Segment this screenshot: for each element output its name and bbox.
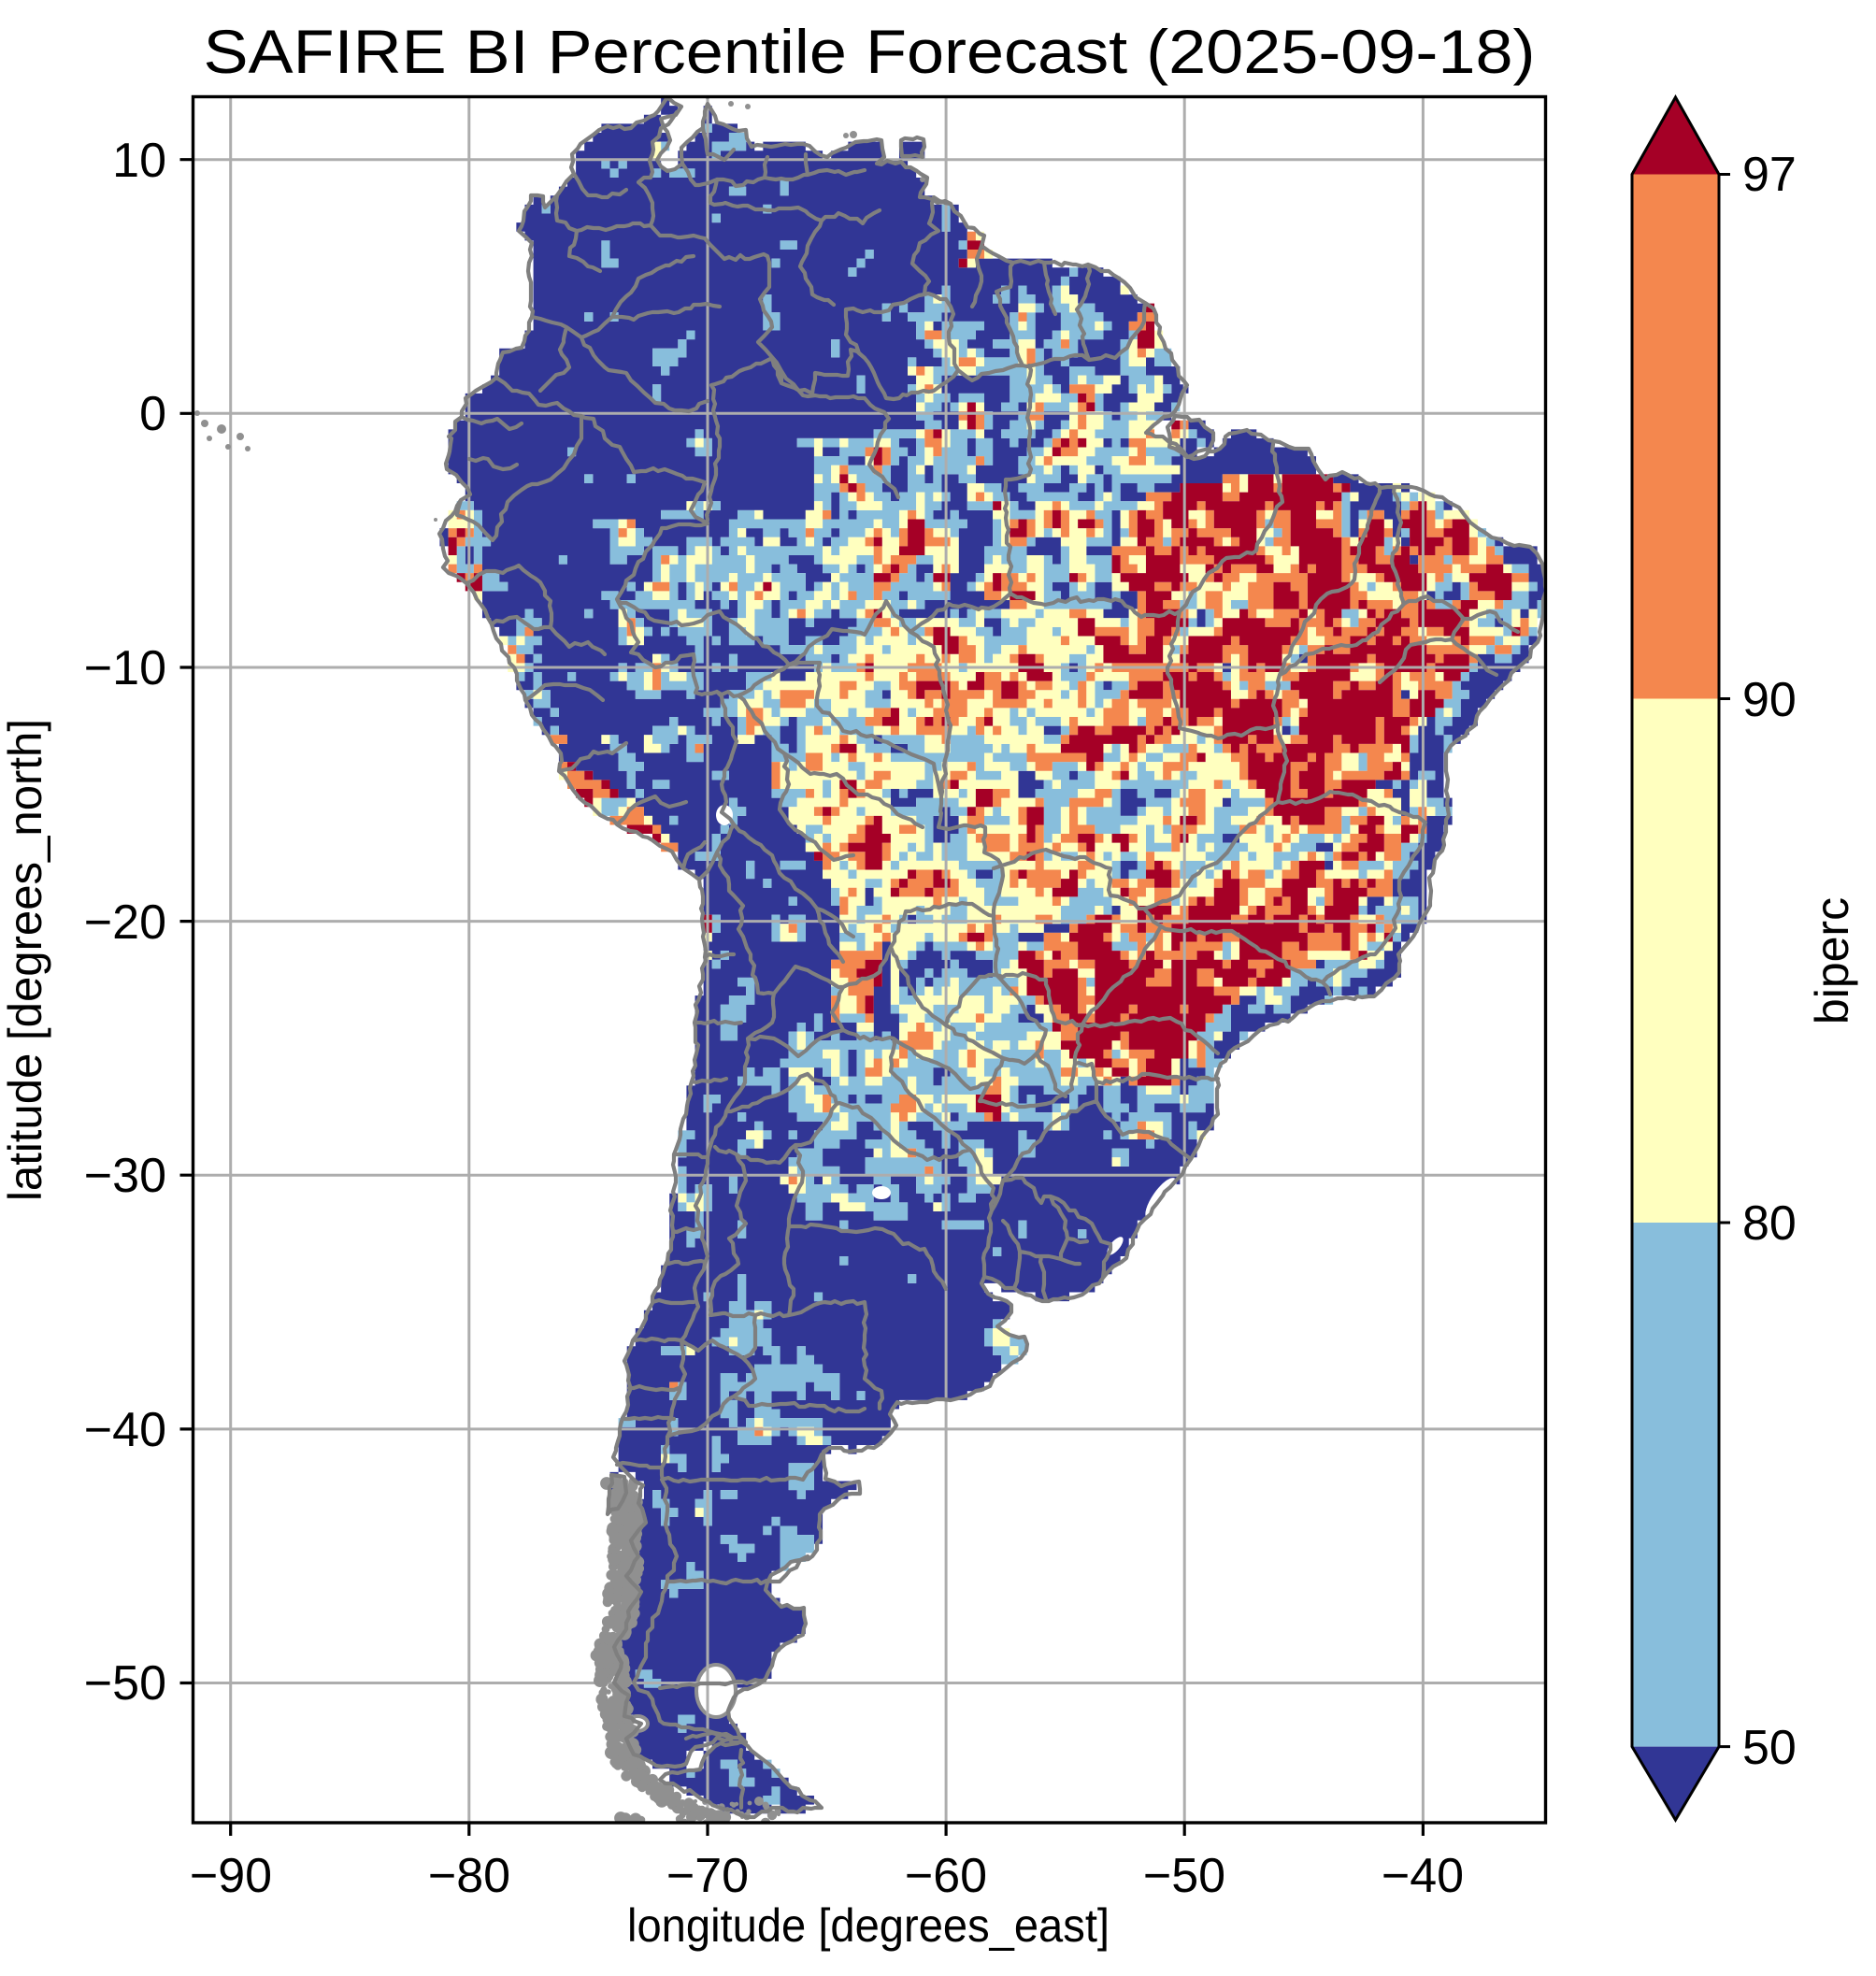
svg-text:−40: −40 <box>1382 1849 1464 1903</box>
svg-text:−30: −30 <box>84 1149 166 1203</box>
svg-text:longitude [degrees_east]: longitude [degrees_east] <box>627 1899 1110 1952</box>
svg-text:latitude [degrees_north]: latitude [degrees_north] <box>0 719 51 1201</box>
svg-text:−50: −50 <box>84 1656 166 1711</box>
svg-text:−50: −50 <box>1143 1849 1225 1903</box>
svg-text:−10: −10 <box>84 641 166 695</box>
svg-text:97: 97 <box>1742 148 1797 202</box>
svg-text:−80: −80 <box>428 1849 510 1903</box>
svg-text:90: 90 <box>1742 673 1797 727</box>
svg-text:−60: −60 <box>905 1849 987 1903</box>
svg-text:SAFIRE BI Percentile Forecast: SAFIRE BI Percentile Forecast (2025-09-1… <box>204 17 1536 86</box>
svg-text:biperc: biperc <box>1806 897 1858 1024</box>
svg-text:−90: −90 <box>190 1849 272 1903</box>
svg-text:10: 10 <box>112 134 166 188</box>
svg-text:50: 50 <box>1742 1721 1797 1775</box>
svg-text:80: 80 <box>1742 1196 1797 1251</box>
svg-text:−20: −20 <box>84 895 166 950</box>
svg-text:−70: −70 <box>666 1849 749 1903</box>
svg-text:0: 0 <box>139 387 166 441</box>
svg-text:−40: −40 <box>84 1403 166 1457</box>
